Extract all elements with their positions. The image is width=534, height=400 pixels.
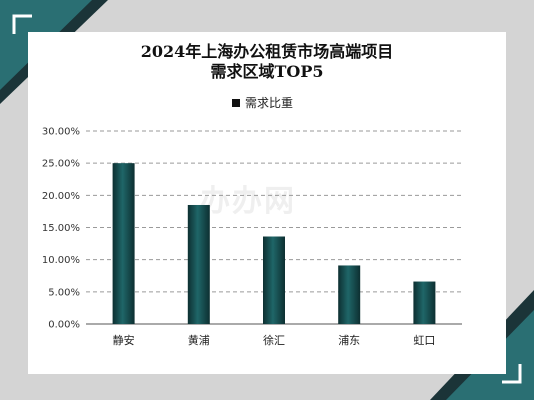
legend-label: 需求比重 bbox=[245, 96, 294, 110]
x-tick-label: 虹口 bbox=[413, 334, 435, 347]
y-tick-label: 5.00% bbox=[48, 287, 80, 298]
y-tick-label: 30.00% bbox=[42, 127, 80, 138]
y-tick-label: 20.00% bbox=[42, 191, 80, 202]
bar-1 bbox=[112, 163, 135, 324]
legend-swatch bbox=[232, 98, 240, 107]
legend: 需求比重 bbox=[232, 94, 293, 111]
bar-5 bbox=[413, 281, 436, 324]
y-tick-label: 10.00% bbox=[42, 255, 80, 266]
y-tick-label: 25.00% bbox=[42, 159, 80, 170]
x-tick-label: 静安 bbox=[113, 333, 135, 347]
y-tick-label: 0.00% bbox=[48, 320, 80, 331]
x-tick-label: 浦东 bbox=[338, 334, 360, 347]
bar-3 bbox=[263, 236, 285, 324]
chart-title-line-2: 需求区域TOP5 bbox=[210, 62, 324, 81]
watermark: 办办网 bbox=[200, 184, 296, 219]
corner-bracket-top-left bbox=[12, 14, 32, 34]
x-tick-label: 徐汇 bbox=[263, 333, 285, 347]
y-tick-label: 15.00% bbox=[42, 223, 80, 234]
bar-4 bbox=[338, 265, 361, 324]
bar-2 bbox=[187, 204, 210, 324]
x-tick-label: 黄浦 bbox=[188, 333, 210, 347]
chart-title: 2024年上海办公租赁市场高端项目 需求区域TOP5 bbox=[0, 42, 534, 82]
chart-title-line-1: 2024年上海办公租赁市场高端项目 bbox=[140, 42, 394, 61]
corner-bracket-bottom-right bbox=[502, 364, 522, 384]
